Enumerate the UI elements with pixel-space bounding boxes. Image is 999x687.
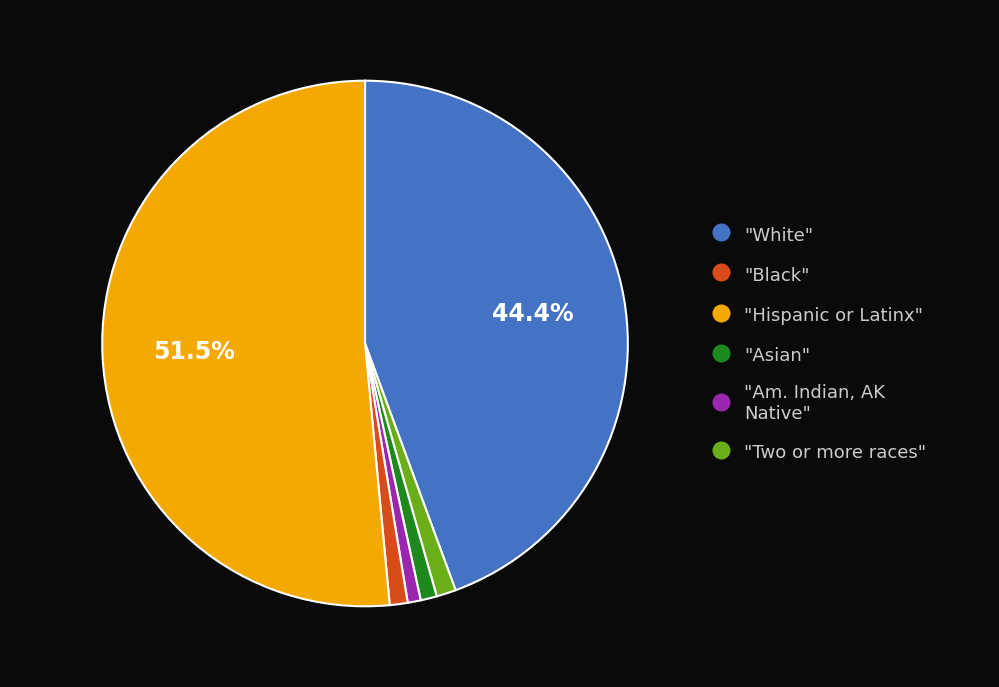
Wedge shape bbox=[365, 344, 437, 600]
Text: 44.4%: 44.4% bbox=[493, 302, 574, 326]
Wedge shape bbox=[365, 344, 456, 596]
Text: 51.5%: 51.5% bbox=[154, 339, 236, 363]
Wedge shape bbox=[365, 80, 627, 590]
Wedge shape bbox=[102, 80, 390, 607]
Legend: "White", "Black", "Hispanic or Latinx", "Asian", "Am. Indian, AK
Native", "Two o: "White", "Black", "Hispanic or Latinx", … bbox=[702, 215, 935, 472]
Wedge shape bbox=[365, 344, 421, 602]
Wedge shape bbox=[365, 344, 408, 605]
